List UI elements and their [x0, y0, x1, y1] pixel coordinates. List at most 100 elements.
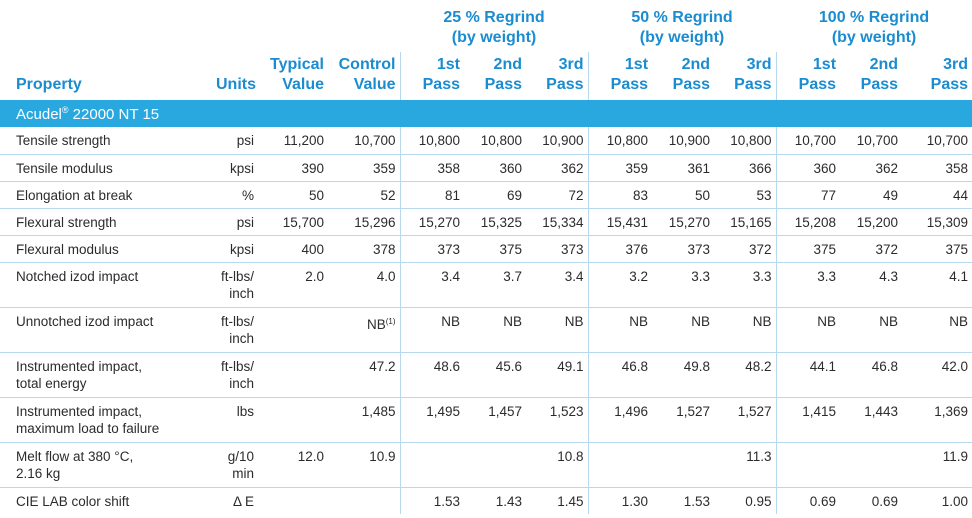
r100-pass2-cell: 15,200 — [840, 208, 903, 236]
r25-pass3-cell: 362 — [526, 154, 589, 182]
r50-pass1-cell: 1.30 — [587, 487, 653, 514]
units-cell: Δ E — [232, 493, 254, 509]
property-cell: Instrumented impact, maximum load to fail… — [0, 397, 190, 443]
r100-pass3-cell: 15,309 — [902, 208, 972, 236]
r100-pass2-cell: 46.8 — [840, 352, 903, 398]
units-cell: g/10 min — [190, 442, 260, 488]
r50-pass1-cell: 1,496 — [587, 397, 653, 443]
r25-pass3-cell: 3.4 — [526, 262, 589, 308]
pass-1-header: 1st Pass — [587, 52, 653, 100]
property-cell: Flexural modulus — [0, 235, 190, 263]
r50-pass2-cell: 361 — [652, 154, 715, 182]
property-cell: Flexural strength — [0, 208, 190, 236]
r25-pass2-cell — [464, 442, 526, 488]
property-cell: Tensile modulus — [0, 154, 190, 182]
table-row: Instrumented impact, maximum load to fail… — [0, 397, 972, 443]
typical-value-header: Typical Value — [270, 56, 324, 93]
r100-pass1-cell: 77 — [775, 181, 841, 209]
control-value-cell: 47.2 — [328, 352, 400, 398]
r100-pass2-cell: 1,443 — [840, 397, 903, 443]
units-cell: psi — [190, 208, 260, 236]
control-value-cell: 10.9 — [328, 442, 400, 488]
r100-pass2-cell: 49 — [840, 181, 903, 209]
property-cell: Notched izod impact — [0, 262, 190, 308]
r25-pass2-cell: 375 — [464, 235, 526, 263]
property-cell: Elongation at break — [0, 181, 190, 209]
r50-pass2-cell: 50 — [652, 181, 715, 209]
typical-value-cell: 11,200 — [260, 127, 328, 155]
r25-pass1-cell: 48.6 — [399, 352, 464, 398]
r50-pass1-cell: 46.8 — [587, 352, 653, 398]
r25-pass2-cell: 69 — [464, 181, 526, 209]
table-row: Elongation at break% 50 52 81 69 72 83 50 53 77 49… — [0, 181, 972, 209]
typical-value-cell: 390 — [260, 154, 328, 182]
r25-pass3-cell: 10.8 — [526, 442, 589, 488]
r50-pass3-cell: 0.95 — [745, 493, 772, 509]
r50-pass2-cell — [652, 442, 715, 488]
pass-3-header: 3rd Pass — [734, 56, 772, 93]
footnote-marker: (1) — [385, 316, 396, 326]
r50-pass1-cell: 83 — [587, 181, 653, 209]
r25-pass2-cell: 15,325 — [464, 208, 526, 236]
r25-pass3-cell: 10,900 — [526, 127, 589, 155]
r50-pass2-cell: 15,270 — [652, 208, 715, 236]
r25-pass3-cell: 49.1 — [526, 352, 589, 398]
r100-pass2-cell: 10,700 — [840, 127, 903, 155]
units-cell: % — [190, 181, 260, 209]
r25-pass1-cell: 358 — [399, 154, 464, 182]
r25-pass2-cell: 360 — [464, 154, 526, 182]
r100-pass1-cell: 375 — [775, 235, 841, 263]
r100-pass2-cell: 362 — [840, 154, 903, 182]
pass-2-header: 2nd Pass — [484, 56, 522, 93]
r25-pass3-cell: NB — [526, 307, 589, 353]
r100-pass2-cell — [840, 442, 903, 488]
section-header: Acudel® 22000 NT 15 — [0, 100, 972, 127]
r50-pass3-cell: 48.2 — [714, 352, 777, 398]
group-50-header: 50 % Regrind (by weight) — [631, 9, 733, 46]
r50-pass1-cell: NB — [587, 307, 653, 353]
r25-pass3-cell: 1,523 — [526, 397, 589, 443]
r25-pass1-cell: 373 — [399, 235, 464, 263]
typical-value-cell: 400 — [260, 235, 328, 263]
property-cell: Unnotched izod impact — [0, 307, 190, 353]
r100-pass3-cell: 1.00 — [941, 493, 969, 509]
pass-3-header: 3rd Pass — [930, 56, 969, 93]
typical-value-cell — [260, 487, 328, 514]
table-row: Flexural modulus kpsi 400 378 373 375 373 376 37… — [0, 235, 972, 263]
r100-pass3-cell: 375 — [902, 235, 972, 263]
r50-pass2-cell: 1.53 — [683, 493, 711, 509]
units-cell: lbs — [190, 397, 260, 443]
group-header-row: 25 % Regrind (by weight) 50 % Regrind (by … — [0, 0, 972, 52]
r50-pass2-cell: 373 — [652, 235, 715, 263]
r100-pass2-cell: 4.3 — [840, 262, 903, 308]
r100-pass1-cell — [775, 442, 841, 488]
r100-pass3-cell: NB — [902, 307, 972, 353]
column-header-row: Property Units Typical Value Control Value… — [0, 52, 972, 100]
r25-pass1-cell — [399, 442, 464, 488]
r25-pass1-cell: 3.4 — [399, 262, 464, 308]
r100-pass1-cell: 3.3 — [775, 262, 841, 308]
r100-pass3-cell: 44 — [902, 181, 972, 209]
r25-pass1-cell: 15,270 — [399, 208, 464, 236]
r100-pass2-cell: 0.69 — [871, 493, 899, 509]
r100-pass1-cell: 0.69 — [775, 487, 841, 514]
table-row: Tensile strength psi 11,200 10,700 10,800 10,… — [0, 127, 972, 155]
r50-pass3-cell: 372 — [714, 235, 777, 263]
r50-pass1-cell: 3.2 — [587, 262, 653, 308]
r25-pass1-cell: 1.53 — [399, 487, 464, 514]
r25-pass2-cell: NB — [464, 307, 526, 353]
r50-pass1-cell: 10,800 — [587, 127, 653, 155]
typical-value-cell — [260, 352, 328, 398]
table-row: Flexural strength psi 15,700 15,296 15,270 15… — [0, 208, 972, 236]
material-section-row: Acudel® 22000 NT 15 — [0, 100, 972, 127]
r25-pass2-cell: 1,457 — [464, 397, 526, 443]
units-cell: kpsi — [190, 235, 260, 263]
r25-pass2-cell: 1.43 — [495, 493, 522, 509]
units-cell: kpsi — [190, 154, 260, 182]
table-row: Tensile modulus kpsi 390 359 358 360 362 359 361… — [0, 154, 972, 182]
r100-pass3-cell: 10,700 — [902, 127, 972, 155]
r25-pass1-cell: 10,800 — [399, 127, 464, 155]
r50-pass3-cell: 1,527 — [714, 397, 777, 443]
table-row: Instrumented impact, total energy ft-lbs/i… — [0, 352, 972, 398]
